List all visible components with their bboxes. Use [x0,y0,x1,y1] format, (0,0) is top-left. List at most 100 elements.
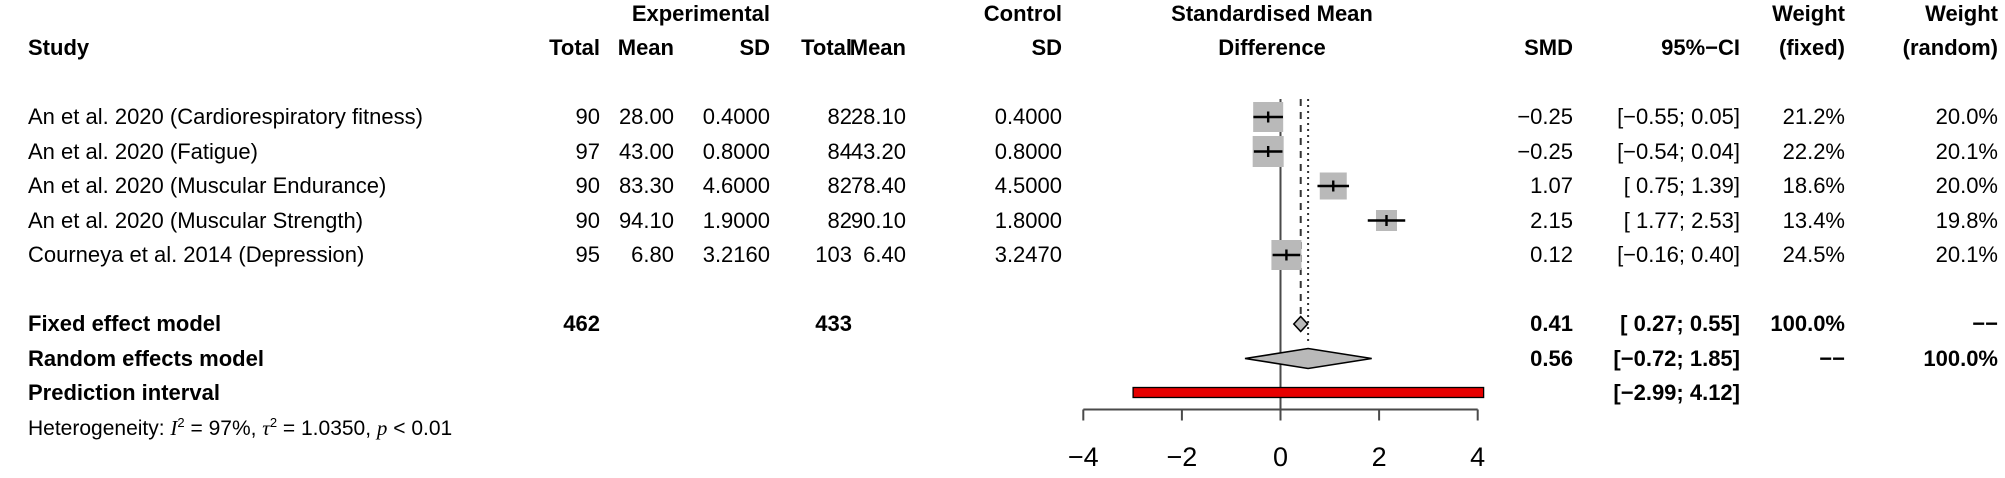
study-w-fixed: 13.4% [1782,207,1845,233]
random-model-label: Random effects model [28,345,264,371]
study-exp-mean: 6.80 [631,242,674,267]
column-header-weight-fixed-top: Weight [1772,0,1845,26]
study-ctrl-sd: 0.8000 [994,138,1062,164]
study-exp-sd: 4.6000 [702,173,770,198]
group-header-smd-line2: Difference [1218,35,1326,60]
fixed-effect-diamond [1292,315,1309,333]
study-ctrl-mean: 28.10 [850,104,906,129]
group-header-control: Control [983,0,1062,26]
prediction-interval-bar [1132,386,1485,399]
study-w-fixed: 18.6% [1782,173,1845,198]
axis-tick-label: 0 [1272,442,1289,472]
study-w-random: 19.8% [1935,207,1998,233]
column-header-ci: 95%−CI [1661,35,1740,60]
random-model-ci-label: [−0.72; 1.85] [1613,345,1740,371]
fixed-model-label: Fixed effect model [28,311,222,336]
study-smd-label: −0.25 [1517,104,1573,129]
study-exp-total: 90 [575,104,600,129]
column-header-study: Study [28,35,90,60]
fixed-model-exp-total: 462 [563,311,600,336]
column-header-exp-mean: Mean [617,35,674,60]
study-smd-label: 1.07 [1530,173,1573,198]
heterogeneity-segment: 2 [269,414,278,430]
study-ci-label: [−0.54; 0.04] [1617,138,1740,164]
study-ctrl-sd: 0.4000 [994,104,1062,129]
study-exp-mean: 28.00 [618,104,674,129]
study-ctrl-total: 82 [827,104,852,129]
study-name: An et al. 2020 (Cardiorespiratory fitnes… [28,104,423,129]
study-ctrl-sd: 3.2470 [994,242,1062,267]
column-header-ctrl-sd: SD [1031,35,1062,60]
study-ctrl-sd: 4.5000 [994,173,1062,198]
study-name: Courneya et al. 2014 (Depression) [28,242,365,267]
column-header-ctrl-mean: Mean [849,35,906,60]
study-ctrl-mean: 78.40 [850,173,906,198]
random-model-w-random: 100.0% [1923,345,1998,371]
fixed-model-smd-label: 0.41 [1530,311,1573,336]
group-header-smd-line1: Standardised Mean [1171,0,1373,26]
study-exp-sd: 1.9000 [702,207,770,233]
prediction-interval-label: Prediction interval [28,380,220,405]
axis-tick-label: 4 [1470,442,1486,472]
study-name: An et al. 2020 (Fatigue) [28,138,258,164]
heterogeneity-segment: τ [262,415,270,440]
study-name: An et al. 2020 (Muscular Strength) [28,207,364,233]
study-w-random: 20.0% [1935,173,1998,198]
study-w-fixed: 24.5% [1782,242,1845,267]
study-w-random: 20.1% [1935,242,1998,267]
study-ctrl-total: 103 [815,242,852,267]
study-exp-mean: 94.10 [618,207,674,233]
axis-tick-label: −2 [1166,442,1198,472]
fixed-model-ctrl-total: 433 [815,311,852,336]
column-header-exp-total: Total [549,35,600,60]
study-w-random: 20.1% [1935,138,1998,164]
random-model-smd-label: 0.56 [1530,345,1573,371]
study-ctrl-mean: 90.10 [850,207,906,233]
study-exp-mean: 83.30 [618,173,674,198]
study-exp-total: 97 [575,138,600,164]
study-ctrl-mean: 43.20 [850,138,906,164]
heterogeneity-text: Heterogeneity: I2 = 97%, τ2 = 1.0350, p … [28,411,452,445]
study-exp-sd: 0.8000 [702,138,770,164]
column-header-ctrl-total: Total [801,35,852,60]
heterogeneity-segment: 2 [177,414,185,430]
heterogeneity-segment: = 1.0350, [277,416,377,440]
fixed-model-w-random: −− [1972,311,1998,336]
study-smd-label: 0.12 [1530,242,1573,267]
study-ci-label: [−0.16; 0.40] [1617,242,1740,267]
fixed-model-ci-label: [ 0.27; 0.55] [1620,311,1740,336]
study-exp-total: 90 [575,173,600,198]
study-w-fixed: 22.2% [1782,138,1845,164]
study-w-random: 20.0% [1935,104,1998,129]
column-header-weight-random-top: Weight [1925,0,1998,26]
study-smd-label: 2.15 [1530,207,1573,233]
study-exp-sd: 3.2160 [702,242,770,267]
study-smd-label: −0.25 [1517,138,1573,164]
axis-tick-label: −4 [1067,442,1099,472]
column-header-w-random: (random) [1902,35,1998,60]
study-exp-total: 95 [575,242,600,267]
study-ci-label: [ 0.75; 1.39] [1623,173,1740,198]
study-ctrl-total: 82 [827,207,852,233]
heterogeneity-segment: < 0.01 [387,416,453,440]
random-model-w-fixed: −− [1819,345,1845,371]
study-ctrl-sd: 1.8000 [994,207,1062,233]
study-ci-label: [−0.55; 0.05] [1617,104,1740,129]
column-header-smd: SMD [1524,35,1573,60]
study-ctrl-total: 82 [827,173,852,198]
study-ci-label: [ 1.77; 2.53] [1623,207,1740,233]
heterogeneity-segment: p [376,415,388,440]
heterogeneity-segment: Heterogeneity: [28,416,171,440]
axis-tick-label: 2 [1371,442,1387,472]
column-header-exp-sd: SD [739,35,770,60]
heterogeneity-segment: I [170,415,178,440]
fixed-model-w-fixed: 100.0% [1770,311,1845,336]
heterogeneity-segment: = 97%, [184,416,263,440]
study-name: An et al. 2020 (Muscular Endurance) [28,173,387,198]
study-ctrl-mean: 6.40 [863,242,906,267]
study-ctrl-total: 84 [827,138,852,164]
column-header-w-fixed: (fixed) [1779,35,1845,60]
